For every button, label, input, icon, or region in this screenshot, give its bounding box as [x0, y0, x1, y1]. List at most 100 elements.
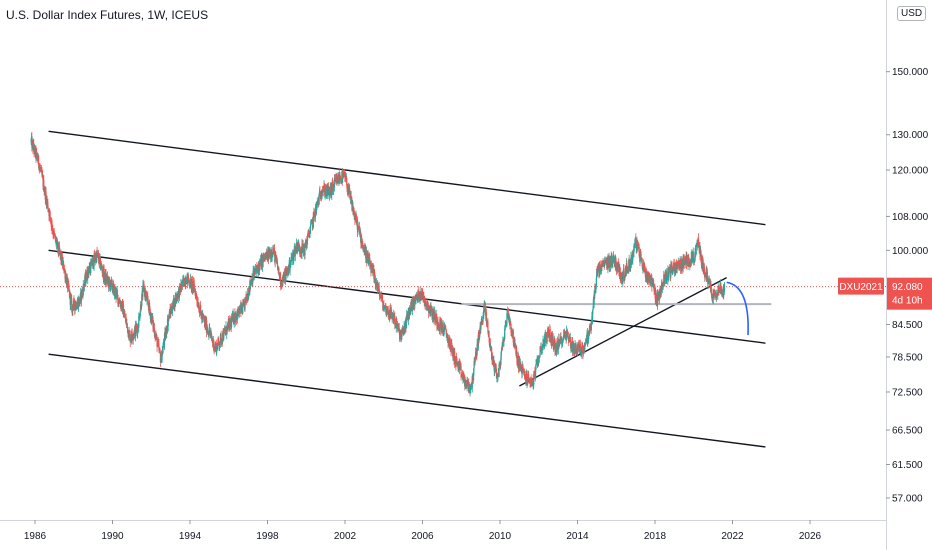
candle-body — [346, 177, 348, 186]
candle-body — [87, 267, 89, 273]
candle-body — [573, 343, 575, 353]
candle-body — [273, 248, 276, 252]
currency-button[interactable]: USD — [897, 6, 927, 21]
candle-body — [249, 283, 252, 287]
candle-body — [548, 329, 550, 336]
candle-body — [561, 339, 563, 345]
candle-body — [53, 233, 56, 236]
candle-body — [394, 315, 396, 325]
candle-body — [482, 314, 484, 322]
candle-body — [387, 306, 389, 313]
y-tick-label: 150.000 — [892, 67, 929, 78]
candle-body — [402, 327, 404, 333]
candle-body — [574, 342, 577, 349]
candle-body — [576, 344, 578, 353]
candle-body — [475, 351, 477, 358]
overlay: DXU2021 92.080 4d 10h — [0, 277, 932, 336]
candle-body — [505, 325, 507, 327]
candle-body — [267, 251, 269, 261]
candle-body — [493, 360, 495, 372]
candle-body — [483, 305, 485, 316]
candle-body — [717, 289, 719, 295]
candle-body — [262, 256, 264, 263]
candle-body — [618, 271, 621, 276]
candle-body — [289, 267, 291, 271]
candle-body — [260, 257, 262, 269]
candle-body — [193, 284, 195, 292]
candle-body — [618, 263, 620, 276]
candle-body — [688, 256, 690, 265]
candle-body — [217, 338, 220, 341]
candle-body — [581, 343, 584, 351]
candle-body — [383, 307, 385, 310]
candle-body — [216, 344, 218, 353]
candle-body — [122, 305, 125, 318]
candle-body — [592, 310, 594, 322]
candle-body — [75, 302, 77, 310]
candle-body — [521, 365, 523, 375]
candle-body — [285, 271, 287, 281]
candle-body — [230, 318, 233, 327]
candle-body — [557, 344, 559, 350]
candle-body — [349, 195, 352, 199]
candle-body — [411, 300, 413, 311]
candle-body — [349, 188, 351, 191]
candle-body — [512, 330, 514, 343]
candle-body — [213, 339, 215, 351]
candle-body — [673, 262, 675, 273]
candle-body — [410, 302, 412, 314]
candle-body — [421, 289, 423, 299]
candle-body — [186, 276, 188, 285]
candle-body — [478, 335, 480, 342]
candle-body — [156, 337, 158, 347]
candle-body — [424, 299, 426, 305]
price-tag-value: 92.080 — [892, 282, 923, 293]
candle-body — [142, 285, 144, 297]
candle-body — [433, 313, 435, 320]
candle-body — [397, 326, 399, 331]
candle-body — [589, 325, 591, 328]
candle-body — [123, 313, 125, 316]
candle-body — [504, 329, 506, 340]
candle-body — [518, 357, 520, 369]
candle-body — [225, 330, 227, 334]
candle-body — [516, 347, 518, 352]
candle-body — [641, 259, 643, 267]
candle-body — [517, 355, 520, 369]
candle-body — [271, 256, 273, 258]
candle-body — [498, 364, 500, 377]
candle-body — [278, 268, 280, 276]
candle-body — [294, 248, 296, 256]
candle-body — [609, 257, 611, 264]
candle-body — [623, 268, 625, 277]
candles — [30, 131, 726, 397]
candle-body — [474, 361, 476, 365]
y-tick-label: 61.500 — [892, 460, 923, 471]
candle-body — [159, 349, 161, 354]
candle-body — [600, 265, 602, 268]
candle-body — [456, 358, 458, 363]
candle-body — [565, 332, 567, 339]
candle-body — [615, 260, 617, 266]
candle-body — [582, 351, 584, 355]
candle-body — [693, 251, 695, 263]
candle-body — [177, 291, 179, 299]
candle-body — [668, 272, 670, 278]
candle-body — [517, 356, 519, 365]
symbol-tag-label: DXU2021 — [839, 282, 883, 293]
candle-body — [567, 332, 569, 337]
candle-body — [257, 263, 260, 274]
candle-body — [525, 374, 527, 381]
candle-body — [723, 283, 726, 291]
x-tick-label: 1994 — [179, 531, 202, 542]
candle-body — [703, 267, 706, 275]
candle-body — [516, 351, 518, 364]
x-tick-label: 1998 — [256, 531, 279, 542]
candle-body — [412, 297, 414, 309]
candle-body — [191, 279, 193, 289]
y-tick-label: 78.500 — [892, 352, 923, 363]
candle-body — [676, 264, 678, 270]
candle-body — [586, 335, 588, 342]
